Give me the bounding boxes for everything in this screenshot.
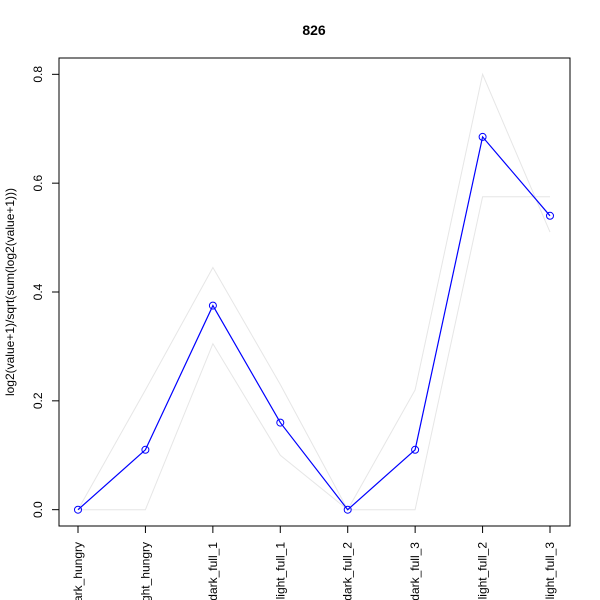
x-tick-label: light_full_1 (273, 542, 287, 600)
data-point (74, 505, 82, 514)
x-tick-label: light_full_3 (543, 542, 557, 600)
y-tick-label: 0.0 (31, 501, 45, 518)
x-axis: dark_hungry light_hungry dark_full_1 light_… (71, 525, 557, 600)
y-axis-label: log2(value+1)/sqrt(sum(log2(value+1))) (3, 188, 17, 396)
band-line-1 (77, 72, 551, 511)
data-point (546, 211, 554, 220)
x-tick-label: dark_full_1 (206, 542, 220, 600)
y-tick-label: 0.4 (31, 283, 45, 300)
y-tick-label: 0.2 (31, 392, 45, 409)
band-lines (77, 72, 551, 511)
data-point (411, 445, 420, 454)
x-tick-label: light_full_2 (476, 542, 490, 600)
y-tick-label: 0.6 (31, 174, 45, 191)
series-line (77, 135, 551, 511)
series-layer (77, 135, 551, 511)
y-tick-label: 0.8 (31, 66, 45, 83)
x-tick-label: dark_full_2 (341, 542, 355, 600)
data-point (343, 505, 352, 514)
x-tick-label: light_hungry (138, 542, 152, 600)
data-point (276, 418, 285, 427)
data-points (74, 132, 554, 514)
x-tick-label: dark_hungry (71, 542, 85, 600)
data-point (478, 132, 487, 141)
band-line-2 (78, 196, 550, 511)
data-point (141, 445, 150, 454)
data-point (208, 301, 217, 310)
y-axis: 0.0 0.2 0.4 0.6 0.8 (31, 66, 60, 518)
chart-title: 826 (302, 22, 326, 38)
plot-frame (58, 57, 571, 527)
x-tick-label: dark_full_3 (408, 542, 422, 600)
